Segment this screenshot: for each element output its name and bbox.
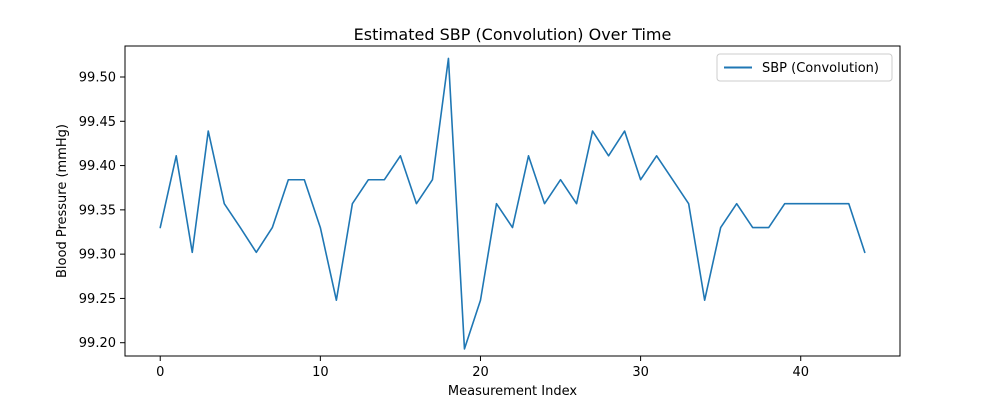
data-point [575, 202, 577, 204]
data-point [527, 155, 529, 157]
y-axis-ticks: 99.20 99.25 99.30 99.35 99.40 99.45 99.50 [79, 71, 125, 351]
data-point [351, 202, 353, 204]
y-tick-label: 99.40 [79, 159, 116, 174]
legend: SBP (Convolution) [716, 53, 893, 82]
data-point [768, 226, 770, 228]
data-point [287, 179, 289, 181]
data-point [415, 202, 417, 204]
data-point [191, 251, 193, 253]
data-point [864, 251, 866, 253]
data-point [703, 299, 705, 301]
data-point [463, 348, 465, 350]
axes-frame [124, 45, 901, 357]
data-point [623, 130, 625, 132]
chart-title: Estimated SBP (Convolution) Over Time [354, 25, 672, 44]
data-point [255, 251, 257, 253]
y-axis-label: Blood Pressure (mmHg) [55, 124, 70, 278]
data-point [479, 299, 481, 301]
series-layer [159, 57, 866, 350]
series-line-0 [159, 57, 866, 350]
data-point [800, 202, 802, 204]
data-point [751, 226, 753, 228]
data-point [687, 202, 689, 204]
data-point [383, 179, 385, 181]
y-tick-label: 99.20 [79, 336, 116, 351]
x-axis-label: Measurement Index [448, 384, 577, 399]
data-point [175, 155, 177, 157]
data-point [543, 202, 545, 204]
x-tick-label: 0 [156, 365, 164, 380]
x-tick-label: 10 [312, 365, 329, 380]
data-point [207, 130, 209, 132]
data-point [367, 179, 369, 181]
data-point [848, 202, 850, 204]
y-tick-label: 99.50 [79, 71, 116, 86]
legend-frame [716, 53, 893, 82]
y-tick-label: 99.35 [79, 203, 116, 218]
data-point [495, 202, 497, 204]
x-axis-ticks: 0 10 20 30 40 [156, 356, 809, 380]
data-point [319, 226, 321, 228]
plot-area [124, 45, 901, 357]
data-point [559, 179, 561, 181]
legend-label: SBP (Convolution) [762, 61, 879, 76]
data-point [511, 226, 513, 228]
x-tick-label: 30 [632, 365, 649, 380]
data-point [719, 226, 721, 228]
data-point [239, 226, 241, 228]
data-point [784, 202, 786, 204]
data-point [335, 299, 337, 301]
data-point [447, 57, 449, 59]
data-point [303, 179, 305, 181]
y-tick-label: 99.25 [79, 292, 116, 307]
data-point [607, 155, 609, 157]
x-tick-label: 40 [792, 365, 809, 380]
data-point [655, 155, 657, 157]
data-point [671, 179, 673, 181]
data-point [832, 202, 834, 204]
y-tick-label: 99.30 [79, 248, 116, 263]
data-point [271, 226, 273, 228]
data-point [159, 226, 161, 228]
data-point [431, 179, 433, 181]
data-point [399, 155, 401, 157]
data-point [639, 179, 641, 181]
data-point [591, 130, 593, 132]
x-tick-label: 20 [472, 365, 489, 380]
data-point [816, 202, 818, 204]
y-tick-label: 99.45 [79, 115, 116, 130]
data-point [223, 202, 225, 204]
data-point [735, 202, 737, 204]
